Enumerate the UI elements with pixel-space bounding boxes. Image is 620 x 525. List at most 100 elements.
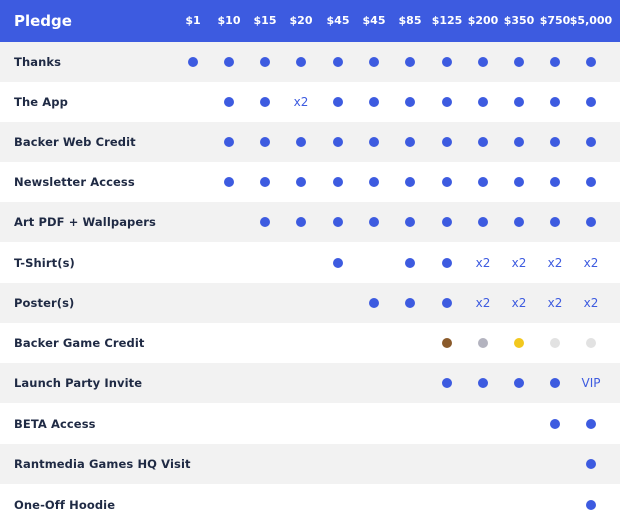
table-cell <box>573 444 609 484</box>
table-cell <box>501 162 537 202</box>
platinum-included-dot-icon <box>550 338 560 348</box>
table-cell <box>537 42 573 82</box>
table-cell <box>283 202 319 242</box>
table-cell <box>501 122 537 162</box>
table-cell <box>320 42 356 82</box>
table-cell <box>537 162 573 202</box>
included-dot-icon <box>405 57 415 67</box>
cell-value: x2 <box>475 255 491 270</box>
tier-header-11: $5,000 <box>569 14 613 27</box>
table-cell <box>465 42 501 82</box>
included-dot-icon <box>333 137 343 147</box>
row-label: BETA Access <box>14 416 96 431</box>
included-dot-icon <box>586 137 596 147</box>
included-dot-icon <box>586 418 596 429</box>
included-dot-icon <box>586 459 596 469</box>
table-row: Thanks <box>0 42 620 82</box>
table-cell <box>320 82 356 122</box>
included-dot-icon <box>442 57 452 67</box>
table-cell <box>537 363 573 403</box>
table-cell <box>429 283 465 323</box>
included-dot-icon <box>514 217 524 227</box>
table-cell: x2 <box>465 242 501 283</box>
table-cell <box>501 82 537 122</box>
table-cell <box>211 122 247 162</box>
table-row: BETA Access <box>0 403 620 444</box>
included-dot-icon <box>442 217 452 227</box>
table-cell <box>320 122 356 162</box>
table-cell <box>247 162 283 202</box>
table-cell <box>429 122 465 162</box>
included-dot-icon <box>405 137 415 147</box>
tier-header-6: $85 <box>398 14 422 27</box>
tier-header-0: $1 <box>185 14 201 27</box>
row-label: Backer Web Credit <box>14 135 136 149</box>
table-cell <box>573 82 609 122</box>
included-dot-icon <box>586 499 596 510</box>
included-dot-icon <box>550 97 560 107</box>
table-cell <box>537 122 573 162</box>
table-cell <box>537 323 573 363</box>
tier-header-1: $10 <box>217 14 241 27</box>
table-cell <box>356 82 392 122</box>
tier-header-2: $15 <box>253 14 277 27</box>
included-dot-icon <box>260 177 270 187</box>
included-dot-icon <box>442 97 452 107</box>
table-cell: x2 <box>465 283 501 323</box>
included-dot-icon <box>514 57 524 67</box>
table-cell <box>537 403 573 444</box>
table-cell <box>501 363 537 403</box>
included-dot-icon <box>586 177 596 187</box>
included-dot-icon <box>296 57 306 67</box>
table-cell <box>465 82 501 122</box>
included-dot-icon <box>369 57 379 67</box>
included-dot-icon <box>369 97 379 107</box>
table-cell <box>356 283 392 323</box>
included-dot-icon <box>478 137 488 147</box>
table-cell: x2 <box>283 82 319 122</box>
pledge-title: Pledge <box>14 12 72 30</box>
included-dot-icon <box>478 97 488 107</box>
platinum-included-dot-icon <box>586 338 596 348</box>
included-dot-icon <box>514 97 524 107</box>
included-dot-icon <box>405 217 415 227</box>
included-dot-icon <box>260 97 270 107</box>
row-label: T-Shirt(s) <box>14 255 75 270</box>
included-dot-icon <box>442 177 452 187</box>
table-cell <box>573 162 609 202</box>
included-dot-icon <box>369 217 379 227</box>
cell-value: VIP <box>581 376 601 390</box>
tier-header-7: $125 <box>431 14 463 27</box>
included-dot-icon <box>442 298 452 308</box>
cell-value: x2 <box>475 296 491 310</box>
table-cell <box>392 122 428 162</box>
table-cell <box>429 363 465 403</box>
table-cell <box>573 122 609 162</box>
included-dot-icon <box>296 177 306 187</box>
table-cell <box>429 323 465 363</box>
cell-value: x2 <box>511 296 527 310</box>
tier-header-8: $200 <box>467 14 499 27</box>
table-cell <box>501 202 537 242</box>
table-cell <box>392 162 428 202</box>
table-cell <box>392 82 428 122</box>
included-dot-icon <box>369 298 379 308</box>
table-cell <box>247 82 283 122</box>
included-dot-icon <box>224 177 234 187</box>
table-cell <box>392 202 428 242</box>
cell-value: x2 <box>583 255 599 270</box>
included-dot-icon <box>550 378 560 388</box>
table-cell <box>356 42 392 82</box>
row-label: Backer Game Credit <box>14 336 145 350</box>
table-row: One-Off Hoodie <box>0 484 620 525</box>
table-header: Pledge $1 $10 $15 $20 $45 $45 $85 $125 $200 $350 $… <box>0 0 620 42</box>
table-cell <box>356 122 392 162</box>
table-cell <box>320 242 356 283</box>
row-label: Thanks <box>14 55 62 69</box>
table-cell <box>429 42 465 82</box>
table-cell <box>465 162 501 202</box>
cell-value: x2 <box>293 95 309 109</box>
included-dot-icon <box>478 57 488 67</box>
table-cell <box>573 202 609 242</box>
